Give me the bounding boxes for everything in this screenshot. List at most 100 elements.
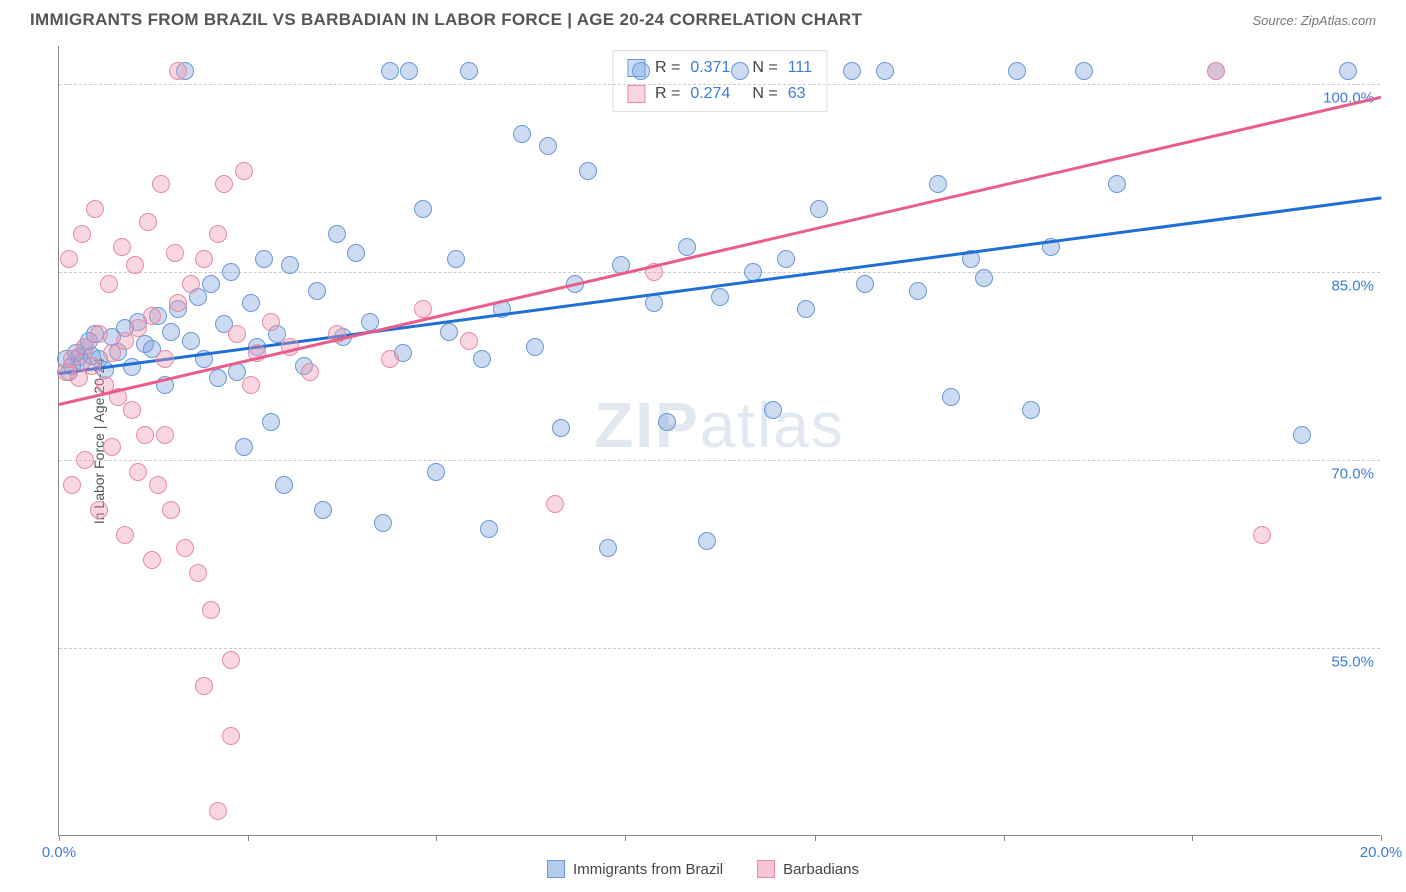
scatter-point [632,62,650,80]
stat-r-label: R = [655,81,680,107]
scatter-point [143,551,161,569]
scatter-point [414,200,432,218]
scatter-point [1207,62,1225,80]
stat-n-value: 111 [788,55,812,81]
scatter-point [76,451,94,469]
scatter-point [579,162,597,180]
source-attribution: Source: ZipAtlas.com [1252,13,1376,28]
scatter-point [314,501,332,519]
scatter-point [162,501,180,519]
gridline-h [59,460,1380,461]
legend-swatch [627,85,645,103]
scatter-point [400,62,418,80]
legend-label: Barbadians [783,861,859,878]
scatter-point [942,388,960,406]
scatter-point [473,350,491,368]
y-tick-label: 55.0% [1331,653,1374,670]
legend-swatch [547,860,565,878]
scatter-point [176,539,194,557]
stat-n-label: N = [752,81,777,107]
scatter-point [539,137,557,155]
scatter-point [209,369,227,387]
x-tick [815,835,816,841]
x-tick [1381,835,1382,841]
scatter-point [222,263,240,281]
scatter-point [698,532,716,550]
scatter-point [1339,62,1357,80]
scatter-point [63,476,81,494]
scatter-point [113,238,131,256]
scatter-point [552,419,570,437]
scatter-point [123,401,141,419]
scatter-point [546,495,564,513]
x-tick [436,835,437,841]
scatter-point [460,62,478,80]
scatter-point [195,250,213,268]
stats-row: R =0.371N =111 [627,55,812,81]
scatter-point [599,539,617,557]
scatter-point [711,288,729,306]
stat-r-value: 0.371 [690,55,730,81]
scatter-point [513,125,531,143]
scatter-point [90,325,108,343]
scatter-point [460,332,478,350]
scatter-point [810,200,828,218]
trend-line [59,96,1382,406]
scatter-point [526,338,544,356]
scatter-point [777,250,795,268]
scatter-point [1253,526,1271,544]
scatter-point [447,250,465,268]
x-tick [625,835,626,841]
scatter-point [262,413,280,431]
stat-r-value: 0.274 [690,81,730,107]
scatter-point [856,275,874,293]
scatter-point [255,250,273,268]
scatter-point [209,225,227,243]
scatter-point [1022,401,1040,419]
stat-r-label: R = [655,55,680,81]
gridline-h [59,648,1380,649]
stats-row: R =0.274N =63 [627,81,812,107]
scatter-point [100,275,118,293]
scatter-point [797,300,815,318]
scatter-point [152,175,170,193]
y-tick-label: 70.0% [1331,465,1374,482]
scatter-point [83,357,101,375]
scatter-point [658,413,676,431]
scatter-point [209,802,227,820]
scatter-point [242,376,260,394]
scatter-point [228,325,246,343]
scatter-point [156,426,174,444]
scatter-point [281,256,299,274]
scatter-point [222,651,240,669]
scatter-point [182,332,200,350]
legend-item: Immigrants from Brazil [547,860,723,878]
legend-swatch [757,860,775,878]
scatter-point [136,426,154,444]
scatter-point [162,323,180,341]
scatter-point [347,244,365,262]
legend-item: Barbadians [757,860,859,878]
scatter-point [731,62,749,80]
scatter-point [235,162,253,180]
gridline-h [59,84,1380,85]
scatter-point [139,213,157,231]
scatter-point [90,501,108,519]
scatter-point [374,514,392,532]
x-tick-label: 0.0% [42,844,76,861]
scatter-point [116,526,134,544]
scatter-point [129,463,147,481]
x-tick [1192,835,1193,841]
scatter-point [235,438,253,456]
watermark: ZIPatlas [594,388,845,462]
scatter-point [1008,62,1026,80]
scatter-point [60,250,78,268]
scatter-point [909,282,927,300]
scatter-point [843,62,861,80]
scatter-point [202,601,220,619]
scatter-point [275,476,293,494]
scatter-point [182,275,200,293]
scatter-point [149,476,167,494]
correlation-stats-box: R =0.371N =111R =0.274N =63 [612,50,827,112]
chart-area: In Labor Force | Age 20-24 ZIPatlas R =0… [30,46,1380,836]
